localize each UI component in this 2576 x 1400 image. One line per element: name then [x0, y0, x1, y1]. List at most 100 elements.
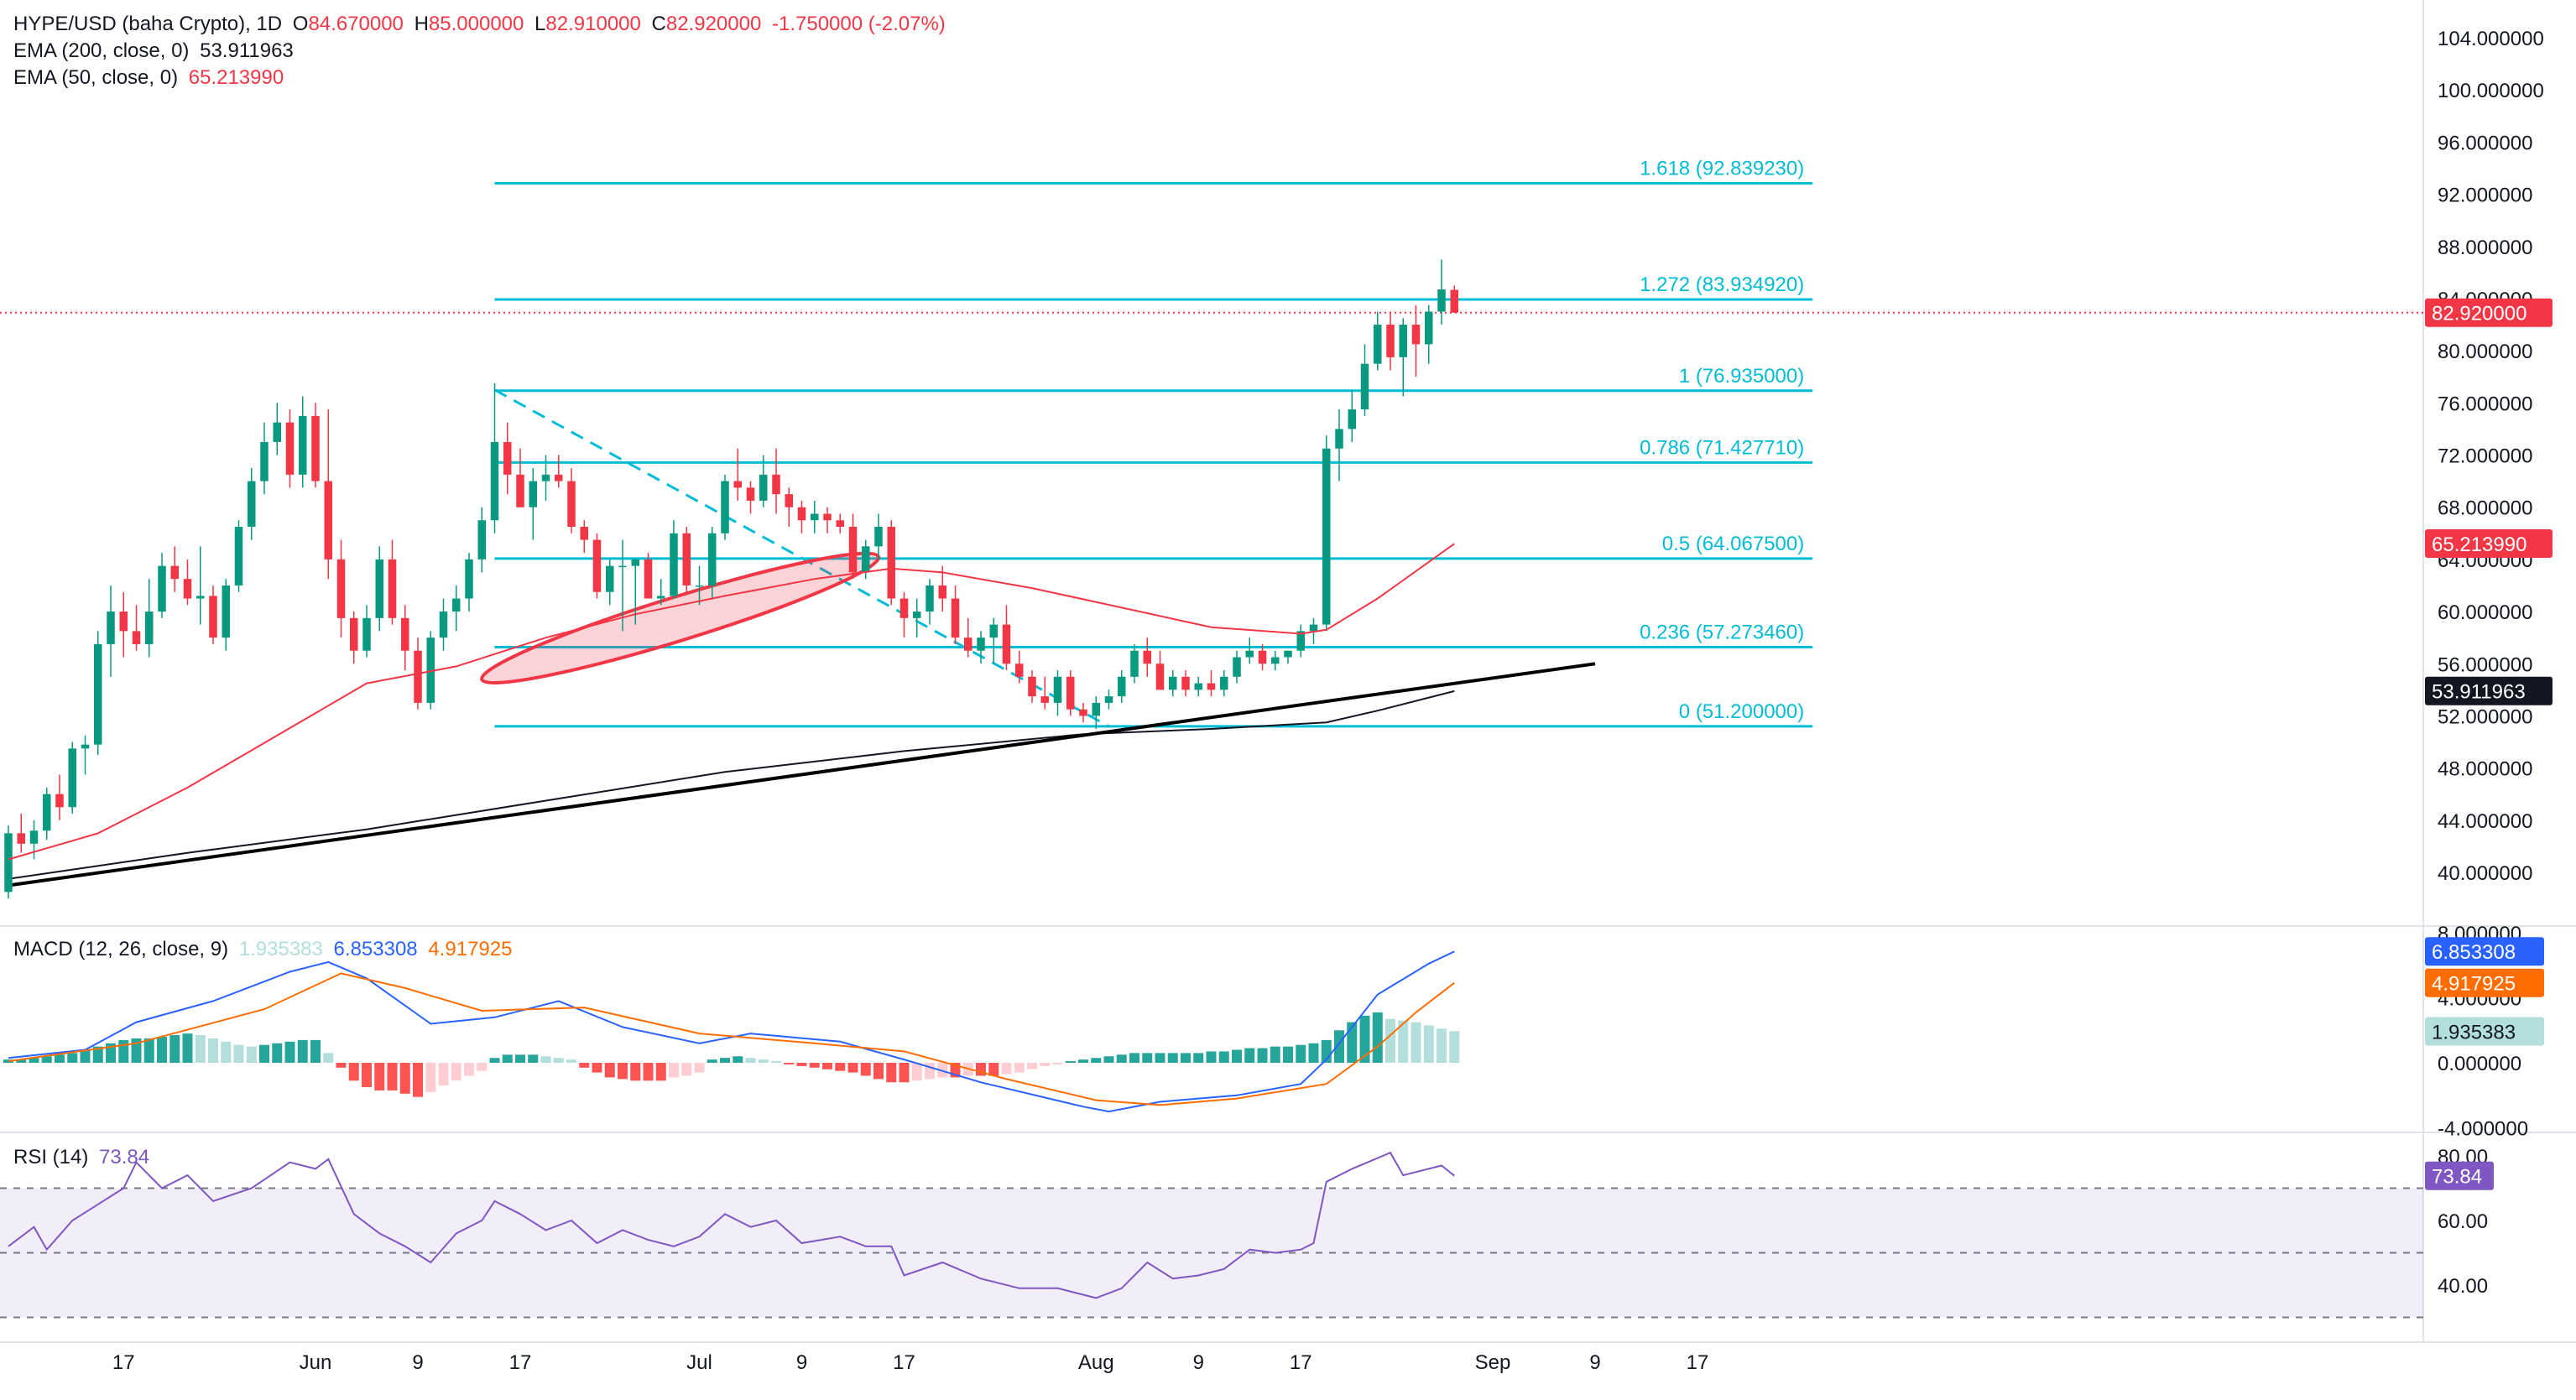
price-tick-label: 68.000000 [2438, 497, 2532, 520]
candle-body [1399, 325, 1407, 357]
candle-body [900, 598, 909, 618]
candle [1360, 344, 1369, 416]
candle-body [158, 565, 166, 612]
support-trendline [8, 662, 1596, 887]
candle-body [733, 481, 742, 488]
candle [913, 598, 921, 638]
macd-histogram-bar [1372, 1012, 1383, 1063]
candle-body [529, 481, 537, 507]
time-tick-label: Aug [1078, 1351, 1114, 1374]
candle [285, 409, 295, 488]
candle [336, 539, 346, 638]
price-tick-label: 88.000000 [2438, 237, 2532, 259]
candle-body [439, 612, 448, 638]
macd-histogram-bar [669, 1063, 679, 1078]
dashed-channel-line [493, 388, 1110, 728]
price-tick-label: 72.000000 [2438, 445, 2532, 468]
macd-histogram-bar [566, 1059, 576, 1063]
macd-histogram-bar [1129, 1053, 1139, 1063]
price-tick-label: 100.000000 [2438, 80, 2544, 102]
candle [401, 605, 409, 671]
legend-high-label: H [414, 13, 429, 35]
macd-histogram-bar [809, 1063, 820, 1068]
candle [1040, 676, 1049, 710]
candle-body [1079, 709, 1087, 716]
macd-tick-label: 0.000000 [2438, 1053, 2521, 1075]
legend-ema200-label: EMA (200, close, 0) [13, 39, 190, 62]
candle-body [874, 527, 883, 547]
candle-body [1271, 657, 1280, 664]
macd-histogram-bar [1244, 1048, 1255, 1063]
candle-body [260, 441, 269, 481]
macd-histogram-bar [758, 1059, 769, 1063]
macd-histogram-bar [1065, 1061, 1076, 1063]
candle-body [119, 612, 128, 632]
fib-level-label: 0 (51.200000) [1679, 700, 1804, 723]
candle [452, 585, 461, 632]
price-tag [2425, 529, 2553, 559]
candle-body [772, 474, 780, 495]
candle [721, 474, 729, 540]
candle [657, 579, 665, 606]
macd-histogram-bar [988, 1063, 999, 1076]
candle-body [836, 520, 844, 528]
legend-rsi-value: 73.84 [99, 1146, 150, 1168]
candle-body [644, 559, 653, 599]
macd-histogram-bar [1155, 1053, 1165, 1063]
candle [1181, 670, 1190, 697]
candle-body [1053, 676, 1062, 703]
time-tick-label: Jul [686, 1351, 712, 1374]
candle-body [1425, 311, 1433, 345]
macd-tag [2425, 968, 2544, 997]
candle [170, 546, 179, 592]
candle [989, 617, 998, 664]
candle [43, 787, 51, 841]
legend-ema50: EMA (50, close, 0) 65.213990 [13, 65, 289, 91]
candle [362, 605, 371, 658]
candle [964, 617, 973, 658]
candle-body [1143, 650, 1151, 664]
candle-body [477, 520, 486, 559]
macd-histogram-bar [29, 1058, 39, 1063]
macd-histogram-bar [1181, 1053, 1191, 1063]
candle [1296, 624, 1305, 658]
candle-body [401, 617, 409, 651]
ema200-line [8, 690, 1455, 880]
macd-histogram-bar [540, 1056, 551, 1063]
candle [618, 539, 627, 632]
macd-histogram-bar [886, 1063, 897, 1083]
legend-macd-signal: 4.917925 [428, 938, 513, 960]
candle [836, 513, 844, 533]
candle-body [1092, 702, 1100, 716]
macd-histogram-bar [374, 1063, 385, 1090]
candle-body [196, 596, 205, 599]
candle [1450, 285, 1458, 313]
macd-histogram-bar [1232, 1049, 1242, 1063]
candle [439, 598, 448, 651]
macd-histogram-bar [1270, 1046, 1280, 1063]
price-tick-label: 104.000000 [2438, 28, 2544, 50]
macd-histogram-bar [1040, 1063, 1051, 1066]
candle [529, 468, 537, 540]
time-tick-label: 17 [893, 1351, 915, 1374]
macd-histogram-bar [655, 1063, 666, 1081]
macd-histogram-bar [438, 1063, 449, 1086]
candle [119, 591, 128, 658]
candle [772, 448, 780, 514]
macd-histogram-bar [847, 1063, 858, 1073]
macd-histogram-bar [208, 1038, 218, 1063]
price-tag-label: 65.213990 [2432, 533, 2526, 556]
candle-body [618, 565, 627, 568]
candle [248, 468, 256, 540]
time-tick-label: 9 [412, 1351, 423, 1374]
candle-body [951, 598, 960, 638]
candle [606, 559, 614, 606]
candle-body [606, 565, 614, 592]
candle [951, 585, 960, 644]
candle [350, 612, 358, 664]
macd-histogram-bar [835, 1063, 846, 1071]
candle [465, 553, 473, 612]
candle-body [862, 546, 870, 573]
time-tick-label: 17 [1290, 1351, 1312, 1374]
candle [1322, 435, 1331, 632]
